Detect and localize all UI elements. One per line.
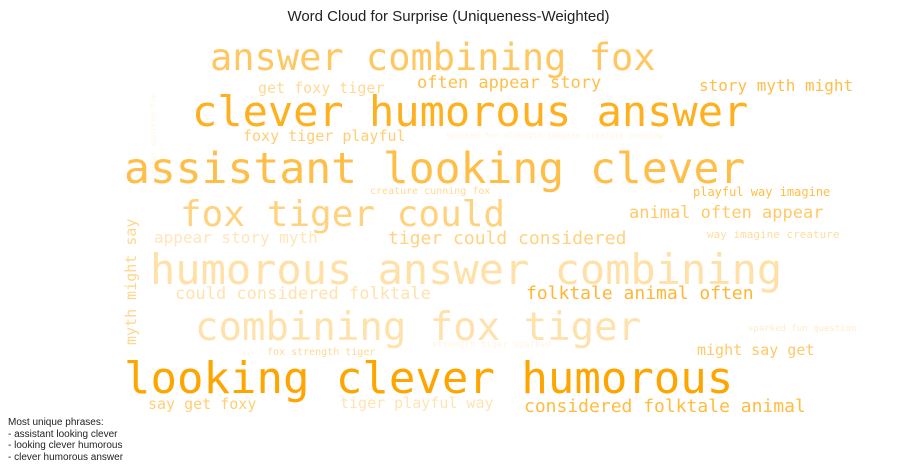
word-13: creature cunning fox: [370, 186, 490, 197]
word-19: could considered folktale: [175, 284, 431, 304]
word-15: animal often appear: [629, 203, 823, 223]
word-18: way imagine creature: [707, 228, 839, 241]
unique-phrases-note: Most unique phrases: - assistant looking…: [8, 417, 123, 463]
word-10: story myth might: [699, 76, 853, 95]
chart-title: Word Cloud for Surprise (Uniqueness-Weig…: [287, 8, 610, 25]
word-3: assistant looking clever: [124, 144, 745, 194]
word-6: combining fox tiger: [195, 305, 641, 350]
word-9: often appear story: [417, 73, 601, 93]
word-21: sparked fun question: [748, 324, 856, 334]
word-23: strength tiger sparked: [432, 340, 551, 350]
unique-phrase-3: - clever humorous answer: [8, 451, 124, 463]
word-7: looking clever humorous: [124, 353, 733, 404]
word-8: get foxy tiger: [258, 79, 384, 97]
word-12: sparked fun strength imagine creature cu…: [446, 131, 663, 140]
word-28: myth might say: [122, 219, 140, 345]
word-25: say get foxy: [148, 395, 256, 413]
word-17: tiger could considered: [388, 228, 626, 249]
word-11: foxy tiger playful: [243, 127, 406, 145]
word-14: playful way imagine: [693, 185, 830, 199]
word-22: fox strength tiger: [267, 347, 375, 358]
word-2: clever humorous answer: [192, 87, 748, 136]
unique-phrase-2: - looking clever humorous: [8, 440, 123, 451]
word-4: fox tiger could: [180, 194, 505, 235]
word-16: appear story myth: [154, 228, 318, 247]
word-20: folktale animal often: [526, 283, 754, 304]
unique-phrase-1: - assistant looking clever: [8, 428, 118, 440]
word-29: tiger sparked fun: [149, 93, 158, 175]
word-27: considered folktale animal: [524, 396, 806, 417]
word-1: answer combining fox: [210, 36, 656, 79]
word-5: humorous answer combining: [150, 245, 782, 294]
unique-phrases-heading: Most unique phrases:: [8, 417, 104, 428]
word-24: might say get: [697, 341, 814, 359]
word-26: tiger playful way: [340, 394, 494, 412]
